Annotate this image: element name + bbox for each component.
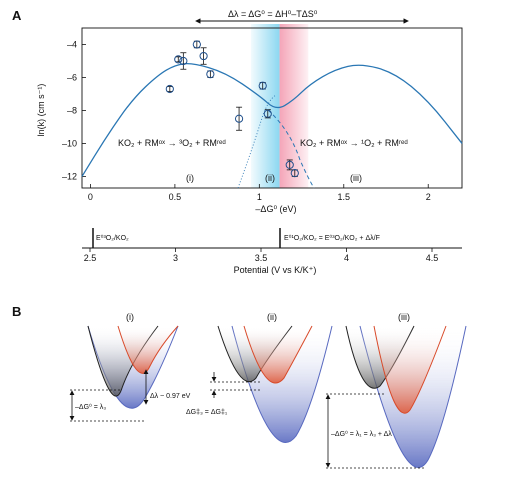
region-label-i: (i) xyxy=(186,173,194,183)
potential-marker-2: E⁰¹O₂/KO₂ = E⁰³O₂/KO₂ + Δλ/F xyxy=(284,234,380,242)
dashed-curve xyxy=(267,109,315,189)
diagram-iii xyxy=(325,325,467,469)
y-tick-label: –10 xyxy=(62,138,77,148)
sub-label-ii: (ii) xyxy=(267,312,277,322)
potential-tick-label: 3.5 xyxy=(255,253,268,263)
y-tick-label: –8 xyxy=(67,105,77,115)
data-point xyxy=(174,55,183,64)
annot-iii: –ΔG⁰ = λ₁ = λ₃ + Δλ xyxy=(331,430,392,438)
panel-a-label: A xyxy=(12,8,22,23)
sub-label-i: (i) xyxy=(126,312,134,322)
y-tick-label: –12 xyxy=(62,171,77,181)
x-tick-label: 1 xyxy=(257,192,262,202)
annot-ii: ΔG‡₃ = ΔG‡₁ xyxy=(186,409,228,416)
reaction-right: KO₂ + RMᵒˣ → ¹O₂ + RMʳᵉᵈ xyxy=(300,138,408,148)
x-tick-label: 0 xyxy=(88,192,93,202)
y-tick-label: –4 xyxy=(67,39,77,49)
x-tick-label: 2 xyxy=(426,192,431,202)
marcus-curve xyxy=(81,62,463,177)
potential-axis-label: Potential (V vs K/K⁺) xyxy=(234,265,317,275)
y-tick-label: –6 xyxy=(67,72,77,82)
x-tick-label: 1.5 xyxy=(338,192,351,202)
data-point xyxy=(192,40,201,49)
plot-frame xyxy=(81,27,463,189)
y-ticks: –4 –6 –8 –10 –12 xyxy=(62,39,86,181)
potential-tick-label: 4 xyxy=(344,253,349,263)
panel-b-label: B xyxy=(12,304,21,319)
diagram-i xyxy=(69,325,179,422)
shaded-regions xyxy=(250,24,309,188)
data-point xyxy=(206,70,215,79)
potential-ticks: 2.5 3 3.5 4 4.5 xyxy=(84,248,439,263)
data-point xyxy=(234,114,244,123)
x-axis-label: –ΔG⁰ (eV) xyxy=(255,204,296,214)
potential-marker-1: E⁰³O₂/KO₂ xyxy=(96,234,129,242)
x-ticks: 0 0.5 1 1.5 2 xyxy=(88,184,431,202)
potential-tick-label: 3 xyxy=(173,253,178,263)
data-points xyxy=(165,40,299,178)
data-point xyxy=(179,56,188,66)
reaction-left: KO₂ + RMᵒˣ → ³O₂ + RMʳᵉᵈ xyxy=(118,138,226,148)
data-point xyxy=(290,169,299,178)
annot-dl: Δλ ~ 0.97 eV xyxy=(150,393,191,400)
y-axis-label: ln(k) (cm s⁻¹) xyxy=(36,84,46,137)
data-point xyxy=(199,51,208,61)
region-label-ii: (ii) xyxy=(265,173,275,183)
diagram-ii xyxy=(210,325,333,443)
potential-tick-label: 2.5 xyxy=(84,253,97,263)
top-annotation: Δλ = ΔG⁰ = ΔH⁰–TΔS⁰ xyxy=(228,9,318,19)
potential-tick-label: 4.5 xyxy=(426,253,439,263)
data-point xyxy=(258,81,267,90)
region-label-iii: (iii) xyxy=(350,173,362,183)
data-point xyxy=(263,109,272,118)
annot-i: –ΔG⁰ = λ₃ xyxy=(75,403,106,411)
sub-label-iii: (iii) xyxy=(398,312,410,322)
data-point xyxy=(285,160,294,170)
data-point xyxy=(165,84,174,94)
dotted-curve xyxy=(237,94,277,189)
shaded-region-0 xyxy=(250,24,280,188)
x-tick-label: 0.5 xyxy=(169,192,182,202)
